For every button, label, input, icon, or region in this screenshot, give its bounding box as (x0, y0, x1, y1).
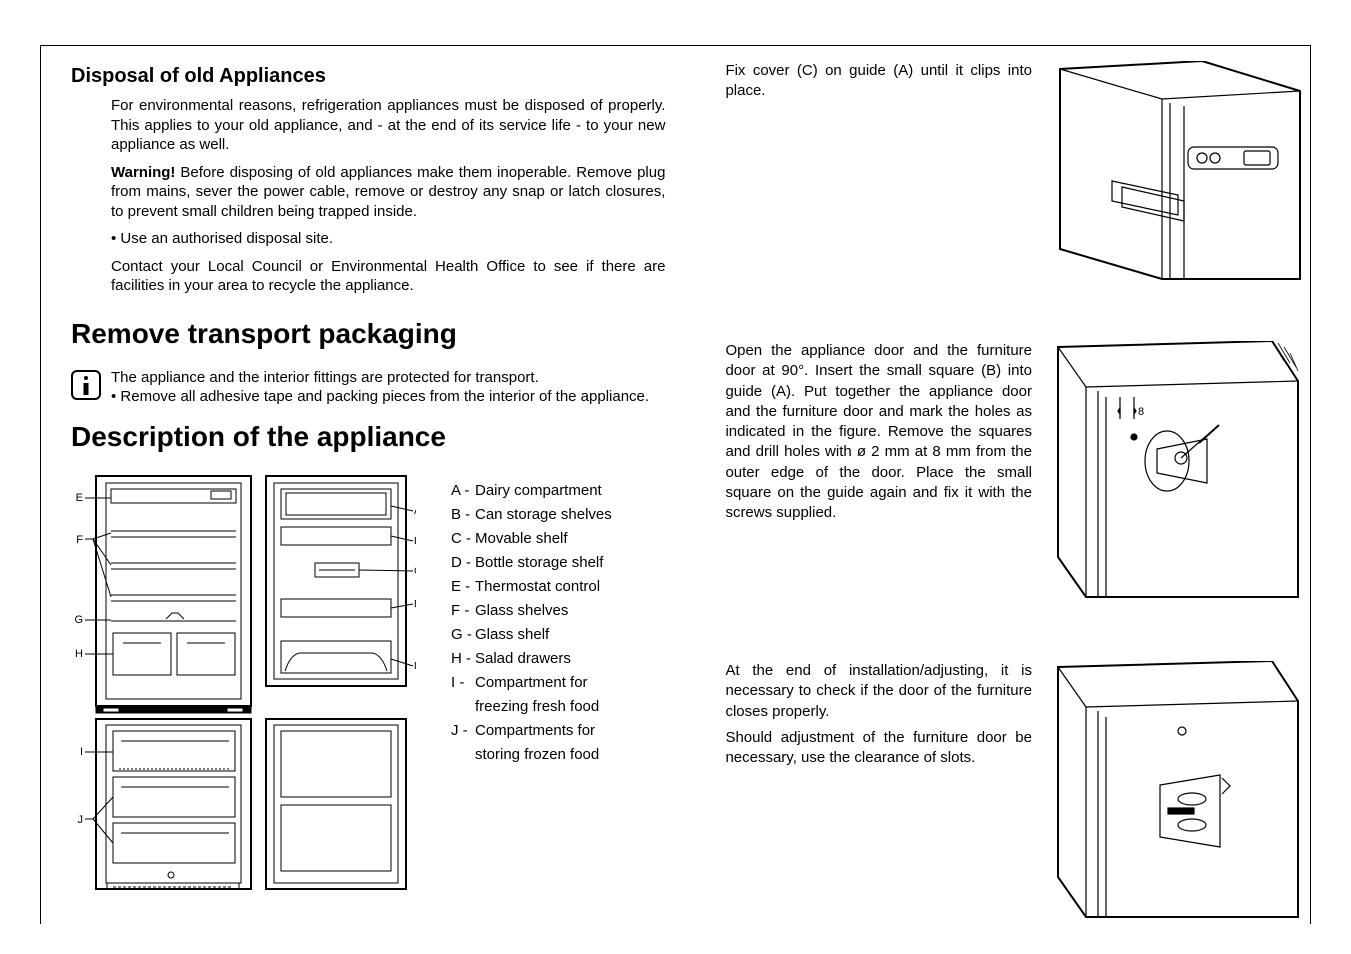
heading-transport: Remove transport packaging (71, 318, 665, 350)
step1-figure (1052, 61, 1302, 281)
diagram-label-A: A (414, 506, 416, 517)
appliance-diagram: E F G H I J (71, 471, 416, 891)
diagram-label-F: F (76, 534, 83, 546)
svg-text:8: 8 (1138, 406, 1144, 418)
diagram-label-B: B (414, 536, 416, 547)
step2-text: Open the appliance door and the furnitur… (725, 341, 1032, 523)
right-page: Fix cover (C) on guide (A) until it clip… (695, 45, 1311, 924)
step3a-text: At the end of installation/adjusting, it… (725, 661, 1032, 722)
transport-block: The appliance and the interior fittings … (71, 368, 665, 407)
parts-legend: A -Dairy compartment B -Can storage shel… (446, 471, 612, 891)
appliance-diagram-area: E F G H I J (71, 471, 665, 891)
diagram-label-J: J (78, 814, 84, 826)
diagram-label-D: D (414, 661, 416, 672)
left-page: Disposal of old Appliances For environme… (40, 45, 695, 924)
transport-bullet: • Remove all adhesive tape and packing p… (111, 387, 665, 407)
disposal-warning: Warning! Before disposing of old applian… (111, 163, 665, 222)
disposal-p3: Contact your Local Council or Environmen… (111, 257, 665, 296)
heading-description: Description of the appliance (71, 421, 665, 453)
step1-text: Fix cover (C) on guide (A) until it clip… (725, 61, 1032, 102)
step-2: Open the appliance door and the furnitur… (725, 341, 1302, 601)
diagram-label-C: C (414, 566, 416, 577)
disposal-block: For environmental reasons, refrigeration… (71, 96, 665, 296)
step2-figure: 8 (1052, 341, 1302, 601)
diagram-label-G: G (74, 614, 83, 626)
disposal-bullet: • Use an authorised disposal site. (111, 229, 665, 249)
disposal-p1: For environmental reasons, refrigeration… (111, 96, 665, 155)
step-1: Fix cover (C) on guide (A) until it clip… (725, 61, 1302, 281)
diagram-label-H: H (75, 648, 83, 660)
diagram-label-E: E (76, 492, 83, 504)
step3b-text: Should adjustment of the furniture door … (725, 728, 1032, 769)
diagram-label-I: I (80, 746, 83, 758)
step3-figure (1052, 661, 1302, 921)
heading-disposal: Disposal of old Appliances (71, 65, 665, 88)
transport-p1: The appliance and the interior fittings … (111, 368, 665, 388)
diagram-label-B2: B (414, 599, 416, 610)
step-3: At the end of installation/adjusting, it… (725, 661, 1302, 921)
info-icon (71, 370, 101, 400)
